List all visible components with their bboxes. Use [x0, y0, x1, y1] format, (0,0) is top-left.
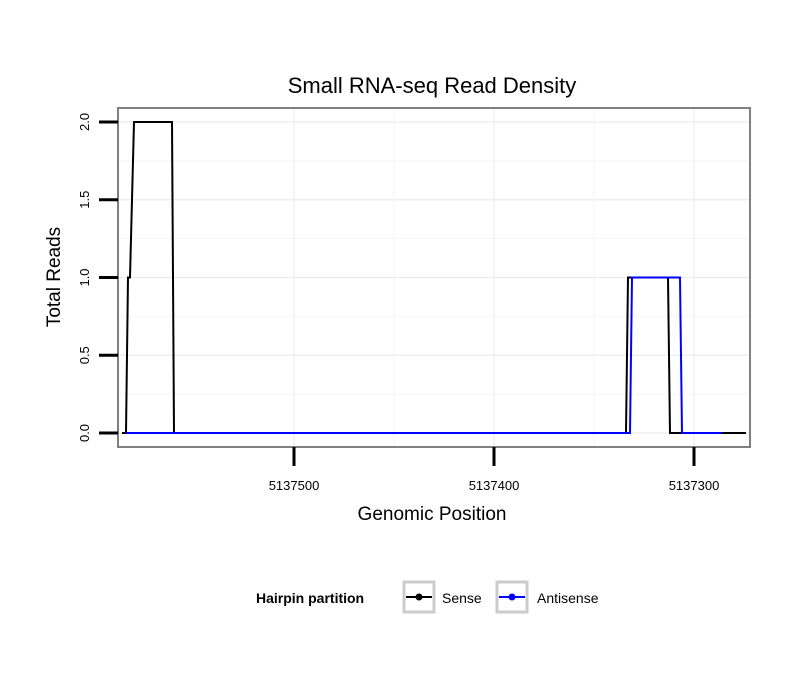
x-tick-label: 5137400	[469, 478, 520, 493]
y-axis: 0.0 0.5 1.0 1.5 2.0	[77, 113, 118, 442]
series-line-antisense	[126, 276, 722, 434]
x-tick-label: 5137500	[269, 478, 320, 493]
legend: Hairpin partition Sense Antisense	[256, 580, 599, 614]
y-tick-label: 0.0	[77, 424, 92, 442]
x-tick-label: 5137300	[669, 478, 720, 493]
y-axis-title: Total Reads	[44, 227, 65, 327]
legend-key-antisense	[495, 580, 529, 614]
series-layer	[122, 121, 746, 434]
y-tick-label: 1.5	[77, 191, 92, 209]
x-axis-title: Genomic Position	[358, 504, 507, 525]
chart-title: Small RNA-seq Read Density	[288, 73, 577, 98]
legend-entry-antisense: Antisense	[495, 580, 599, 614]
legend-dot-sense	[415, 593, 423, 601]
legend-label-sense: Sense	[442, 590, 482, 606]
legend-title: Hairpin partition	[256, 590, 364, 606]
y-tick-label: 0.5	[77, 346, 92, 364]
legend-label-antisense: Antisense	[537, 590, 599, 606]
legend-entry-sense: Sense	[402, 580, 482, 614]
plot-area	[117, 107, 751, 448]
y-tick-label: 2.0	[77, 113, 92, 131]
x-axis: 5137500 5137400 5137300	[269, 447, 720, 493]
legend-dot-antisense	[508, 593, 516, 601]
grid	[118, 108, 750, 447]
y-tick-label: 1.0	[77, 268, 92, 286]
